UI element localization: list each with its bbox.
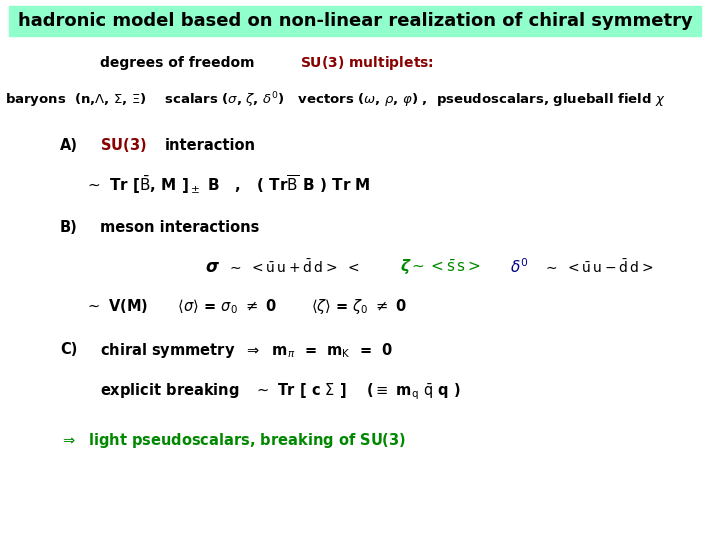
Text: $\sim$ $<\bar{\rm u}\,{\rm u} + \bar{\rm d}\,{\rm d}>$ $<$: $\sim$ $<\bar{\rm u}\,{\rm u} + \bar{\rm… <box>227 258 359 276</box>
Text: $\sim$ V(M)      $\langle\sigma\rangle$ = $\sigma_0$ $\neq$ 0       $\langle\zet: $\sim$ V(M) $\langle\sigma\rangle$ = $\s… <box>85 298 408 316</box>
Text: $\sim$ $<\bar{\rm u}\,{\rm u} - \bar{\rm d}\,{\rm d}>$: $\sim$ $<\bar{\rm u}\,{\rm u} - \bar{\rm… <box>543 258 654 276</box>
Text: C): C) <box>60 342 77 357</box>
Text: $\boldsymbol{\zeta}$$\sim$$<\bar{\rm s}\,{\rm s}>$: $\boldsymbol{\zeta}$$\sim$$<\bar{\rm s}\… <box>400 258 481 276</box>
Text: $\Rightarrow$  light pseudoscalars, breaking of SU(3): $\Rightarrow$ light pseudoscalars, break… <box>60 430 406 449</box>
Text: $\sim$ Tr [$\bar{\rm B}$, M ]$_\pm$ B   ,   ( Tr$\overline{\rm B}$ B ) Tr M: $\sim$ Tr [$\bar{\rm B}$, M ]$_\pm$ B , … <box>85 173 371 197</box>
Text: $\boldsymbol{\delta^0}$: $\boldsymbol{\delta^0}$ <box>510 258 528 276</box>
Text: A): A) <box>60 138 78 152</box>
Text: meson interactions: meson interactions <box>100 220 259 235</box>
Text: $\bf{SU(3)}$ multiplets:: $\bf{SU(3)}$ multiplets: <box>300 54 434 72</box>
Text: $\boldsymbol{\sigma}$: $\boldsymbol{\sigma}$ <box>205 258 220 276</box>
Text: $\bf{SU(3)}$: $\bf{SU(3)}$ <box>100 136 147 154</box>
Text: interaction: interaction <box>165 138 256 152</box>
Text: B): B) <box>60 220 78 235</box>
Text: hadronic model based on non-linear realization of chiral symmetry: hadronic model based on non-linear reali… <box>17 12 693 30</box>
Text: degrees of freedom: degrees of freedom <box>100 56 254 70</box>
FancyBboxPatch shape <box>9 6 701 36</box>
Text: explicit breaking   $\sim$ Tr [ c $\Sigma$ ]    ($\equiv$ m$_{\rm q}$ $\bar{\rm : explicit breaking $\sim$ Tr [ c $\Sigma$… <box>100 382 461 402</box>
Text: baryons  (n,$\Lambda$, $\Sigma$, $\Xi$)    scalars ($\sigma$, $\zeta$, $\delta^0: baryons (n,$\Lambda$, $\Sigma$, $\Xi$) s… <box>5 90 665 110</box>
Text: chiral symmetry  $\Rightarrow$  m$_\pi$  =  m$_{\rm K}$  =  0: chiral symmetry $\Rightarrow$ m$_\pi$ = … <box>100 341 393 360</box>
